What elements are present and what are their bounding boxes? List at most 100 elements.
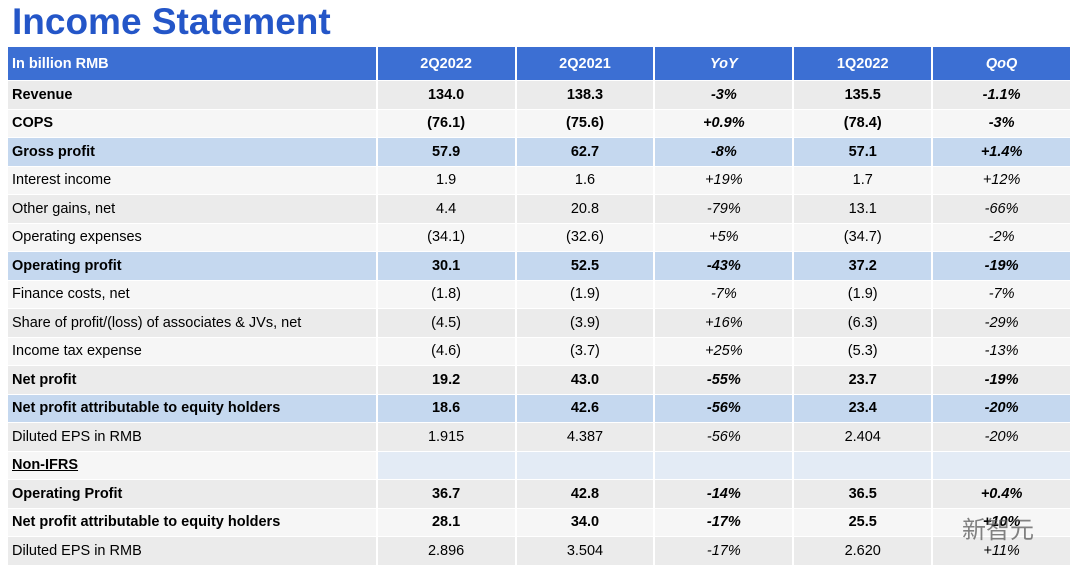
cell-value: 4.387	[516, 423, 656, 452]
cell-value: +0.4%	[933, 480, 1073, 509]
cell-value: -2%	[933, 223, 1073, 252]
column-header: QoQ	[933, 47, 1073, 81]
cell-value: -29%	[933, 309, 1073, 338]
cell-value: 2.404	[794, 423, 934, 452]
table-row: Net profit 19.2 43.0 -55% 23.7 -19%	[8, 366, 1073, 395]
row-label: Other gains, net	[8, 195, 378, 224]
title: Income Statement	[12, 1, 331, 42]
row-label: Operating expenses	[8, 223, 378, 252]
cell-value	[655, 451, 795, 480]
table-row: Revenue 134.0 138.3 -3% 135.5 -1.1%	[8, 81, 1073, 110]
table-row: COPS (76.1) (75.6) +0.9% (78.4) -3%	[8, 109, 1073, 138]
cell-value: -19%	[933, 366, 1073, 395]
cell-value: -3%	[933, 109, 1073, 138]
cell-value: -3%	[655, 81, 795, 110]
cell-value: 19.2	[377, 366, 517, 395]
cell-value: +19%	[655, 166, 795, 195]
row-label: Interest income	[8, 166, 378, 195]
cell-value: 25.5	[794, 508, 934, 537]
cell-value: 2.620	[794, 537, 934, 566]
column-header: 2Q2021	[516, 47, 656, 81]
cell-value: -43%	[655, 252, 795, 281]
cell-value: -13%	[933, 337, 1073, 366]
cell-value: 34.0	[516, 508, 656, 537]
cell-value: +25%	[655, 337, 795, 366]
table-row: Gross profit 57.9 62.7 -8% 57.1 +1.4%	[8, 138, 1073, 167]
row-label: Operating profit	[8, 252, 378, 281]
row-label: Net profit	[8, 366, 378, 395]
cell-value: 2.896	[377, 537, 517, 566]
table-row: Net profit attributable to equity holder…	[8, 394, 1073, 423]
cell-value: 42.8	[516, 480, 656, 509]
cell-value: (34.7)	[794, 223, 934, 252]
column-header: YoY	[655, 47, 795, 81]
column-header: 1Q2022	[794, 47, 934, 81]
cell-value: (1.9)	[794, 280, 934, 309]
cell-value: (3.9)	[516, 309, 656, 338]
cell-value: 134.0	[377, 81, 517, 110]
row-label: Income tax expense	[8, 337, 378, 366]
table-row: Diluted EPS in RMB 2.896 3.504 -17% 2.620 +11…	[8, 537, 1073, 566]
cell-value	[933, 451, 1073, 480]
table-row: Net profit attributable to equity holder…	[8, 508, 1073, 537]
row-label: Diluted EPS in RMB	[8, 537, 378, 566]
cell-value: -20%	[933, 394, 1073, 423]
cell-value: (78.4)	[794, 109, 934, 138]
cell-value	[516, 451, 656, 480]
table-row: Operating profit 30.1 52.5 -43% 37.2 -19%	[8, 252, 1073, 281]
cell-value: (6.3)	[794, 309, 934, 338]
table-row: Interest income 1.9 1.6 +19% 1.7 +12%	[8, 166, 1073, 195]
cell-value: (3.7)	[516, 337, 656, 366]
cell-value: -20%	[933, 423, 1073, 452]
cell-value: +0.9%	[655, 109, 795, 138]
table-row: Non-IFRS	[8, 451, 1073, 480]
cell-value: +11%	[933, 537, 1073, 566]
cell-value: 1.915	[377, 423, 517, 452]
cell-value: +16%	[655, 309, 795, 338]
cell-value: 36.7	[377, 480, 517, 509]
row-label: Non-IFRS	[8, 451, 378, 480]
table-row: Diluted EPS in RMB 1.915 4.387 -56% 2.404 -20…	[8, 423, 1073, 452]
cell-value: (4.5)	[377, 309, 517, 338]
cell-value: -66%	[933, 195, 1073, 224]
cell-value: 52.5	[516, 252, 656, 281]
cell-value: 23.7	[794, 366, 934, 395]
cell-value: -55%	[655, 366, 795, 395]
cell-value: +10%	[933, 508, 1073, 537]
cell-value: 1.6	[516, 166, 656, 195]
cell-value: 3.504	[516, 537, 656, 566]
cell-value: (32.6)	[516, 223, 656, 252]
income-table: In billion RMB 2Q2022 2Q2021 YoY 1Q2022 QoQ Re…	[8, 47, 1073, 566]
cell-value: 1.9	[377, 166, 517, 195]
cell-value	[377, 451, 517, 480]
cell-value: 13.1	[794, 195, 934, 224]
cell-value: 4.4	[377, 195, 517, 224]
row-label: Share of profit/(loss) of associates & J…	[8, 309, 378, 338]
table-row: Operating expenses (34.1) (32.6) +5% (34.7) -…	[8, 223, 1073, 252]
cell-value: -56%	[655, 394, 795, 423]
cell-value: -7%	[655, 280, 795, 309]
header-row: In billion RMB 2Q2022 2Q2021 YoY 1Q2022 QoQ	[8, 47, 1073, 81]
cell-value: 43.0	[516, 366, 656, 395]
cell-value: 138.3	[516, 81, 656, 110]
cell-value: -17%	[655, 508, 795, 537]
row-label: Finance costs, net	[8, 280, 378, 309]
cell-value: 62.7	[516, 138, 656, 167]
cell-value: (75.6)	[516, 109, 656, 138]
cell-value: 135.5	[794, 81, 934, 110]
table-row: Finance costs, net (1.8) (1.9) -7% (1.9) -7%	[8, 280, 1073, 309]
cell-value: 42.6	[516, 394, 656, 423]
cell-value: 28.1	[377, 508, 517, 537]
cell-value: 57.9	[377, 138, 517, 167]
cell-value: (1.8)	[377, 280, 517, 309]
cell-value: 57.1	[794, 138, 934, 167]
row-label: Diluted EPS in RMB	[8, 423, 378, 452]
cell-value: 1.7	[794, 166, 934, 195]
cell-value: -7%	[933, 280, 1073, 309]
cell-value: -19%	[933, 252, 1073, 281]
cell-value: -1.1%	[933, 81, 1073, 110]
cell-value: 37.2	[794, 252, 934, 281]
cell-value: 36.5	[794, 480, 934, 509]
cell-value: (5.3)	[794, 337, 934, 366]
